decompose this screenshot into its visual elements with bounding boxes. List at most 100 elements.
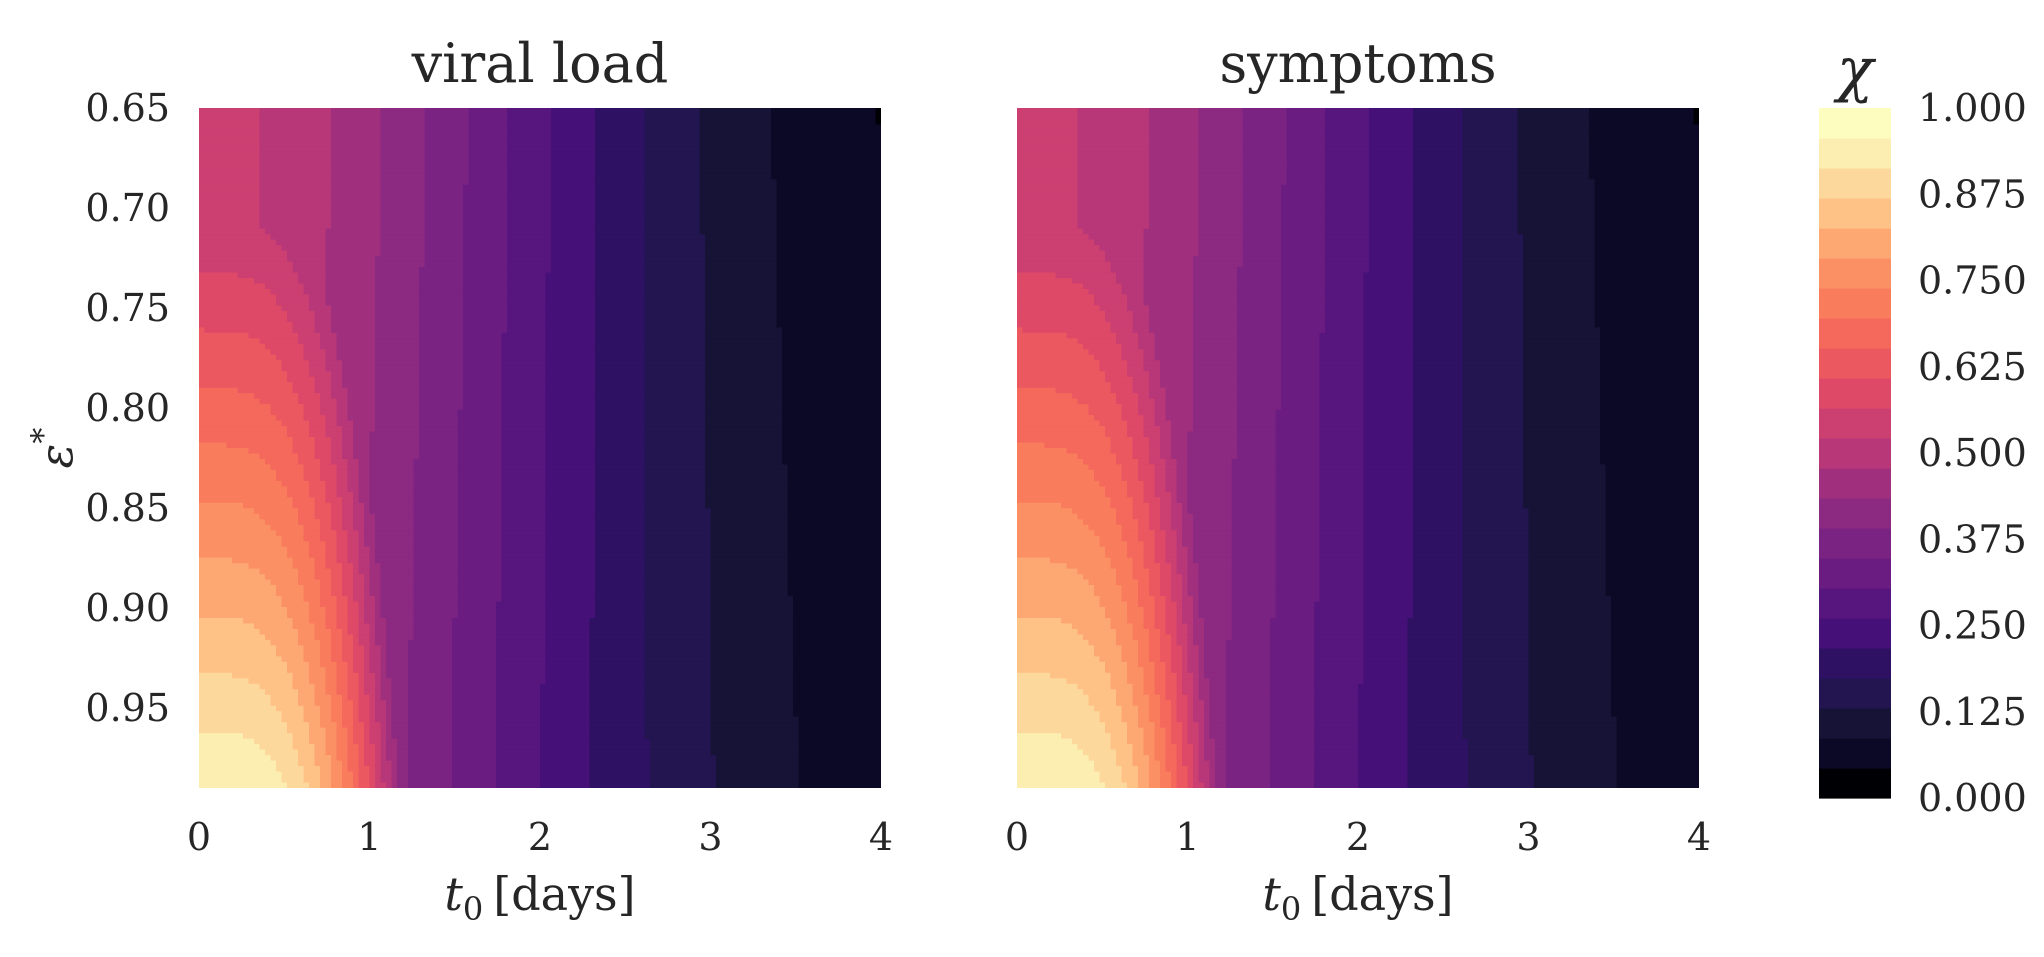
heatmap-cell (776, 190, 783, 197)
heatmap-cell (474, 206, 481, 213)
heatmap-cell (276, 135, 283, 142)
heatmap-cell (820, 223, 827, 230)
heatmap-cell (413, 250, 420, 257)
heatmap-cell (787, 168, 794, 175)
heatmap-cell (771, 162, 778, 169)
heatmap-cell (281, 321, 288, 328)
heatmap-cell (457, 217, 464, 224)
heatmap-cell (765, 316, 772, 323)
heatmap-cell (661, 140, 668, 147)
heatmap-cell (611, 239, 618, 246)
heatmap-cell (688, 151, 695, 158)
heatmap-cell (204, 206, 211, 213)
heatmap-cell (309, 234, 316, 241)
heatmap-cell (677, 129, 684, 137)
heatmap-cell (386, 108, 393, 115)
heatmap-cell (199, 310, 206, 317)
heatmap-cell (749, 267, 756, 274)
heatmap-cell (842, 321, 849, 328)
heatmap-cell (622, 124, 629, 131)
heatmap-cell (270, 129, 277, 137)
heatmap-cell (540, 288, 547, 296)
heatmap-cell (243, 316, 250, 323)
heatmap-cell (232, 288, 239, 296)
heatmap-cell (754, 288, 761, 296)
heatmap-cell (864, 223, 871, 230)
heatmap-cell (870, 173, 877, 180)
heatmap-cell (386, 283, 393, 290)
heatmap-cell (430, 234, 437, 241)
heatmap-cell (683, 206, 690, 213)
heatmap-cell (842, 305, 849, 312)
heatmap-cell (622, 245, 629, 252)
heatmap-cell (699, 184, 706, 191)
heatmap-cell (595, 108, 602, 115)
heatmap-cell (727, 124, 734, 131)
heatmap-cell (386, 113, 393, 120)
heatmap-cell (787, 162, 794, 169)
heatmap-cell (281, 305, 288, 312)
heatmap-cell (380, 327, 387, 334)
heatmap-cell (551, 256, 558, 263)
heatmap-cell (699, 201, 706, 208)
heatmap-cell (573, 190, 580, 197)
heatmap-cell (512, 146, 519, 153)
heatmap-cell (639, 190, 646, 197)
heatmap-cell (270, 206, 277, 213)
heatmap-cell (210, 278, 217, 285)
heatmap-cell (683, 239, 690, 246)
heatmap-cell (518, 256, 525, 263)
heatmap-cell (688, 223, 695, 230)
heatmap-cell (331, 179, 338, 186)
heatmap-cell (226, 184, 233, 191)
heatmap-cell (875, 272, 881, 279)
heatmap-cell (655, 250, 662, 257)
heatmap-cell (265, 140, 272, 147)
heatmap-cell (870, 288, 877, 296)
heatmap-cell (397, 135, 404, 142)
heatmap-cell (738, 118, 745, 126)
heatmap-cell (463, 239, 470, 246)
heatmap-cell (622, 184, 629, 191)
heatmap-cell (787, 294, 794, 301)
heatmap-cell (859, 157, 866, 164)
heatmap-cell (232, 201, 239, 208)
heatmap-cell (600, 272, 607, 279)
heatmap-cell (633, 288, 640, 296)
heatmap-cell (842, 113, 849, 120)
heatmap-cell (584, 316, 591, 323)
heatmap-cell (430, 294, 437, 301)
heatmap-cell (815, 217, 822, 224)
heatmap-cell (677, 256, 684, 263)
heatmap-cell (265, 146, 272, 153)
heatmap-cell (243, 217, 250, 224)
heatmap-cell (738, 316, 745, 323)
heatmap-cell (809, 288, 816, 296)
heatmap-cell (545, 195, 552, 202)
heatmap-cell (265, 157, 272, 164)
heatmap-cell (584, 168, 591, 175)
heatmap-cell (650, 261, 657, 268)
heatmap-cell (688, 228, 695, 235)
heatmap-cell (270, 146, 277, 153)
heatmap-cell (661, 250, 668, 257)
heatmap-cell (584, 239, 591, 246)
heatmap-cell (859, 283, 866, 290)
heatmap-cell (226, 173, 233, 180)
heatmap-cell (606, 140, 613, 147)
heatmap-cell (347, 212, 354, 219)
heatmap-cell (787, 321, 794, 328)
heatmap-cell (254, 278, 261, 285)
heatmap-cell (243, 135, 250, 142)
heatmap-cell (633, 113, 640, 120)
heatmap-cell (688, 261, 695, 268)
heatmap-cell (688, 118, 695, 126)
heatmap-cell (721, 321, 728, 328)
heatmap-cell (809, 299, 816, 307)
heatmap-cell (611, 305, 618, 312)
heatmap-cell (622, 146, 629, 153)
heatmap-cell (661, 245, 668, 252)
heatmap-cell (287, 223, 294, 230)
heatmap-cell (303, 250, 310, 257)
heatmap-cell (650, 245, 657, 252)
